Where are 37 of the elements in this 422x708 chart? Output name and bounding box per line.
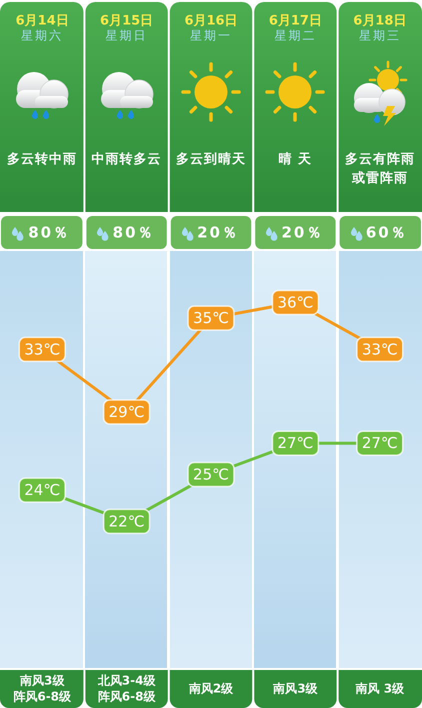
text: 南风 3级 — [356, 680, 404, 698]
data-label: 24℃ — [24, 481, 60, 499]
text: 多云有阵雨或雷阵雨 — [344, 151, 416, 188]
text: 80％ — [112, 223, 155, 242]
data-label: 36℃ — [277, 293, 314, 312]
data-label: 33℃ — [24, 340, 60, 358]
x-tick-label: 6月16日 — [184, 14, 238, 29]
data-label: 22℃ — [108, 512, 145, 530]
text: 60％ — [366, 223, 408, 242]
text: 北风3-4级 — [98, 672, 156, 690]
text: 星期日 — [106, 28, 148, 44]
text: 星期六 — [21, 28, 64, 44]
data-label: 27℃ — [362, 434, 398, 452]
text: 星期三 — [358, 28, 401, 44]
text: 20％ — [197, 223, 239, 242]
text: 多云转中雨 — [7, 151, 78, 169]
text: 80％ — [28, 223, 70, 242]
data-label: 29℃ — [108, 402, 145, 421]
text: 阵风6-8级 — [98, 688, 156, 706]
text: 星期二 — [274, 28, 316, 44]
x-tick-label: 6月14日 — [16, 14, 69, 29]
text: 星期一 — [190, 28, 232, 44]
text: 晴 天 — [278, 151, 312, 169]
x-tick-label: 6月18日 — [353, 14, 406, 29]
text: 20％ — [281, 223, 324, 242]
x-tick-label: 6月17日 — [268, 14, 322, 29]
text: 中雨转多云 — [92, 151, 162, 169]
data-label: 35℃ — [193, 309, 229, 328]
text: 南风2级 — [188, 680, 234, 698]
text: 阵风6-8级 — [13, 688, 72, 706]
text: 南风3级 — [273, 680, 318, 698]
x-tick-label: 6月15日 — [100, 14, 154, 29]
data-label: 33℃ — [362, 340, 398, 358]
data-label: 25℃ — [193, 465, 229, 484]
text: 南风3级 — [20, 672, 64, 690]
text: 多云到晴天 — [176, 151, 246, 169]
data-label: 27℃ — [277, 434, 314, 452]
